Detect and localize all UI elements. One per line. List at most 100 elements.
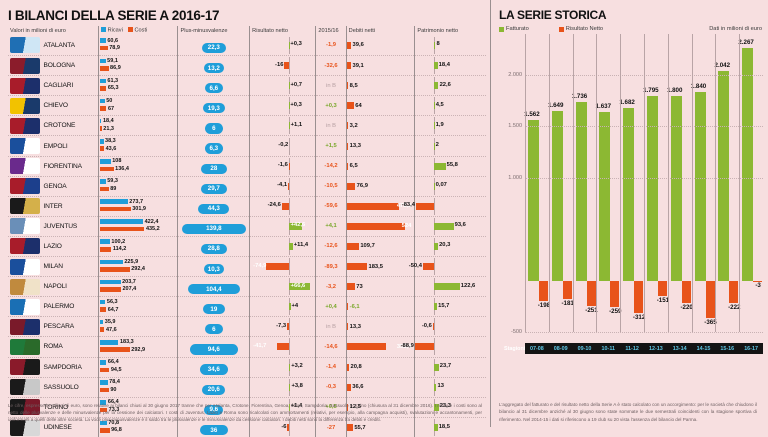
net-equity-cell: 1,9 [415,116,486,136]
net-equity-cell: 8 [415,36,486,56]
team-name: GENOA [41,183,97,190]
previous-season-value: -12,6 [316,243,345,249]
net-result-chart: +1,1 [250,117,315,134]
chart-column-separator [668,34,669,332]
previous-season-value: in B [316,324,345,330]
ricavi-bar [100,260,123,265]
net-debt-cell: 13,3 [346,136,415,156]
plusvalenze-pill: 19 [203,304,226,314]
club-crest-icon [10,339,40,355]
team-name: SAMPDORIA [41,364,97,371]
ricavi-bar [100,219,144,224]
club-crest-icon [10,118,40,134]
net-equity-chart: -50,4 [415,258,486,275]
risultato-netto-bar [658,281,667,297]
right-footnote: L'aggregato del fatturato e del risultat… [499,401,757,423]
club-crest-icon [10,138,40,154]
net-result-chart: -16 [250,57,315,74]
team-name: LAZIO [41,243,97,250]
net-result-cell: -16 [250,56,316,76]
previous-season-cell: +1,5 [316,136,346,156]
net-equity-cell: 4,5 [415,96,486,116]
net-equity-chart: -83,4 [415,198,486,215]
team-logo-cell [8,116,41,136]
ricavi-bar [100,199,128,204]
fatturato-bar [623,108,634,281]
header-ricavi: Ricavi [108,28,123,34]
costi-swatch-icon [128,27,133,32]
chart-column-separator [596,34,597,332]
net-equity-cell: 55,8 [415,156,486,176]
plusvalenze-cell: 20,6 [178,377,250,397]
ricavi-value: 183,3 [120,339,134,345]
team-logo-cell [8,176,41,196]
plusvalenze-cell: 139,8 [178,216,250,236]
ricavi-value: 56,3 [107,299,118,305]
net-result-chart: +0,3 [250,97,315,114]
x-axis-tick-label: 12-13 [644,346,668,352]
ricavi-bar [100,139,104,144]
net-debt-bar [347,384,351,391]
costi-bar [100,267,130,272]
net-debt-bar [347,183,356,190]
zero-axis [289,158,290,175]
ricavi-value: 78,4 [109,379,120,385]
zero-axis [434,318,435,335]
club-crest-icon [10,198,40,214]
ricavi-bar-row: 50 [100,97,178,105]
costi-value: 94,5 [111,367,122,373]
chart-column-separator [692,34,693,332]
plusvalenze-pill: 6 [205,324,223,334]
net-debt-value: 20,8 [350,364,361,370]
ricavi-bar [100,159,111,164]
team-logo-cell [8,357,41,377]
costi-bar-row: 21,3 [100,125,178,133]
x-axis-tick-label: 08-09 [549,346,573,352]
plusvalenze-cell: 19 [178,297,250,317]
costi-bar [100,167,114,172]
net-debt-bar [347,283,355,290]
net-equity-bar [434,243,438,250]
net-result-value: +11,4 [294,242,308,248]
costi-value: 43,6 [106,146,117,152]
previous-season-value: in B [316,83,345,89]
ricavi-bar [100,38,106,43]
costi-bar-row: 86,9 [100,65,178,73]
risultato-netto-bar [563,281,572,300]
costi-value: 78,9 [109,45,120,51]
plusvalenze-cell: 44,3 [178,196,250,216]
net-result-bar [288,183,289,190]
x-axis-title: Stagioni [501,346,525,352]
net-result-cell: +4 [250,297,316,317]
risultato-netto-value-label: -3 [745,282,768,289]
net-result-chart: -7,3 [250,318,315,335]
team-name: ROMA [41,343,97,350]
net-equity-bar [434,364,439,371]
net-result-cell: -7,3 [250,317,316,337]
ricavi-bar-row: 18,4 [100,117,178,125]
net-equity-value: 15,7 [438,303,449,309]
team-logo-cell [8,196,41,216]
net-equity-value: 0,07 [436,182,447,188]
net-result-value: +4 [292,303,299,309]
risultato-netto-bar [706,281,715,319]
net-result-value: -1,6 [278,162,288,168]
net-debt-chart: 183,5 [347,258,415,275]
chart-column-separator [739,34,740,332]
x-axis-tick-label: 13-14 [668,346,692,352]
chart-column-separator [525,34,526,332]
team-name-cell: SASSUOLO [41,377,98,397]
net-debt-chart: 109,7 [347,238,415,255]
ricavi-bar [100,340,119,345]
net-debt-bar [347,364,349,371]
risultato-netto-value-label: -222 [721,304,747,311]
net-debt-cell: 39,1 [346,56,415,76]
fatturato-value-label: 1.682 [614,99,640,106]
costi-bar [100,126,102,131]
